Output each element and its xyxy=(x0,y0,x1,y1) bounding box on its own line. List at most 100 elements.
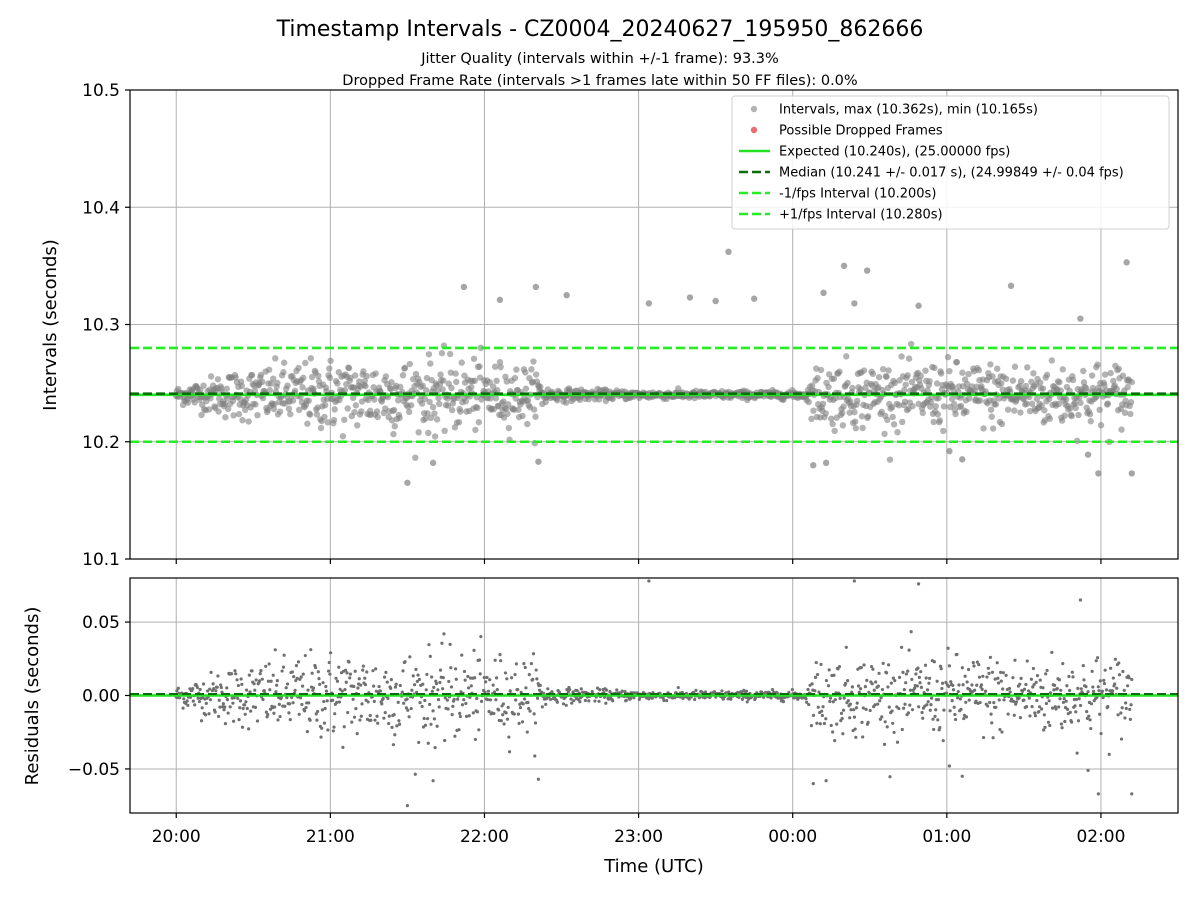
interval-point xyxy=(407,402,415,409)
residual-point xyxy=(463,678,467,682)
residual-point xyxy=(423,723,428,727)
residual-point xyxy=(272,711,276,715)
residual-point xyxy=(965,680,969,684)
residual-point xyxy=(353,669,357,673)
interval-point xyxy=(895,402,903,409)
residual-point xyxy=(864,707,868,712)
residual-point xyxy=(522,662,526,666)
residual-outlier-point xyxy=(1096,792,1100,796)
interval-outlier-point xyxy=(851,300,858,307)
interval-point xyxy=(860,367,868,374)
residual-point xyxy=(1011,676,1015,680)
residual-point xyxy=(944,680,948,685)
residual-point xyxy=(304,706,308,710)
residual-point xyxy=(953,712,957,717)
residual-point xyxy=(566,690,570,694)
residual-point xyxy=(318,682,322,686)
residual-point xyxy=(422,716,426,721)
residual-point xyxy=(1054,707,1058,711)
interval-point xyxy=(470,355,478,362)
residual-point xyxy=(299,675,303,679)
interval-point xyxy=(224,405,232,413)
interval-point xyxy=(513,366,520,373)
interval-point xyxy=(1059,366,1066,373)
interval-point xyxy=(1118,426,1125,433)
interval-point xyxy=(1063,396,1070,403)
residual-point xyxy=(1122,688,1126,692)
legend-label-upper-bound: +1/fps Interval (10.280s) xyxy=(779,208,943,223)
residual-point xyxy=(963,674,967,678)
residual-point xyxy=(528,709,532,713)
interval-point xyxy=(894,429,901,436)
residual-point xyxy=(428,702,432,706)
residual-point xyxy=(1065,684,1069,688)
residual-point xyxy=(871,667,875,671)
interval-point xyxy=(1002,375,1010,382)
residual-point xyxy=(436,688,440,692)
residual-point xyxy=(255,719,260,723)
residual-point xyxy=(292,675,296,679)
residual-point xyxy=(1078,703,1083,708)
residual-point xyxy=(316,670,320,674)
residual-point xyxy=(377,684,381,689)
residual-point xyxy=(269,679,273,683)
interval-point xyxy=(1127,399,1135,406)
residual-point xyxy=(1040,707,1044,711)
residual-point xyxy=(1089,726,1093,731)
residual-point xyxy=(334,676,338,680)
residual-point xyxy=(846,699,850,703)
residual-point xyxy=(323,706,327,711)
residual-point xyxy=(191,687,195,691)
residual-point xyxy=(466,686,471,690)
interval-point xyxy=(1128,378,1135,386)
interval-point xyxy=(1011,407,1018,414)
interval-point xyxy=(471,377,478,384)
interval-point xyxy=(836,368,843,375)
residual-point xyxy=(208,687,212,691)
residual-point xyxy=(833,698,837,702)
residual-point xyxy=(232,719,236,723)
interval-point xyxy=(313,411,321,418)
interval-point xyxy=(198,411,205,419)
residual-point xyxy=(191,699,195,703)
residual-point xyxy=(380,702,384,706)
residual-point xyxy=(204,701,208,705)
residual-point xyxy=(384,670,388,674)
residual-point xyxy=(458,711,462,715)
x-tick-label: 21:00 xyxy=(306,827,355,847)
interval-point xyxy=(998,380,1005,387)
residual-point xyxy=(535,696,540,700)
residual-point xyxy=(955,652,959,657)
residual-point xyxy=(971,661,975,665)
residual-point xyxy=(917,675,921,679)
interval-point xyxy=(537,383,544,390)
x-tick-label: 22:00 xyxy=(460,827,509,847)
interval-point xyxy=(862,384,869,391)
residual-point xyxy=(400,690,404,694)
residual-point xyxy=(1045,668,1049,673)
interval-point xyxy=(259,378,266,386)
residual-point xyxy=(447,679,451,684)
residual-point xyxy=(505,677,509,681)
residual-point xyxy=(363,676,367,680)
residual-point xyxy=(571,690,575,694)
residual-point xyxy=(906,669,910,673)
residual-outlier-point xyxy=(852,579,856,583)
residual-point xyxy=(204,713,208,717)
interval-point xyxy=(341,386,349,394)
residual-point xyxy=(431,709,435,713)
residual-point xyxy=(291,701,295,705)
intervals-legend: Intervals, max (10.362s), min (10.165s) … xyxy=(731,95,1170,230)
interval-point xyxy=(563,399,570,406)
residual-point xyxy=(244,700,248,704)
interval-point xyxy=(1017,409,1024,416)
residual-point xyxy=(925,688,930,692)
residual-point xyxy=(477,728,481,732)
legend-item-intervals: Intervals, max (10.362s), min (10.165s) xyxy=(750,103,1038,118)
residual-point xyxy=(822,721,827,726)
residual-point xyxy=(514,698,518,702)
residual-point xyxy=(984,689,988,693)
residual-point xyxy=(561,702,566,706)
residual-point xyxy=(467,714,471,718)
interval-point xyxy=(302,359,309,367)
